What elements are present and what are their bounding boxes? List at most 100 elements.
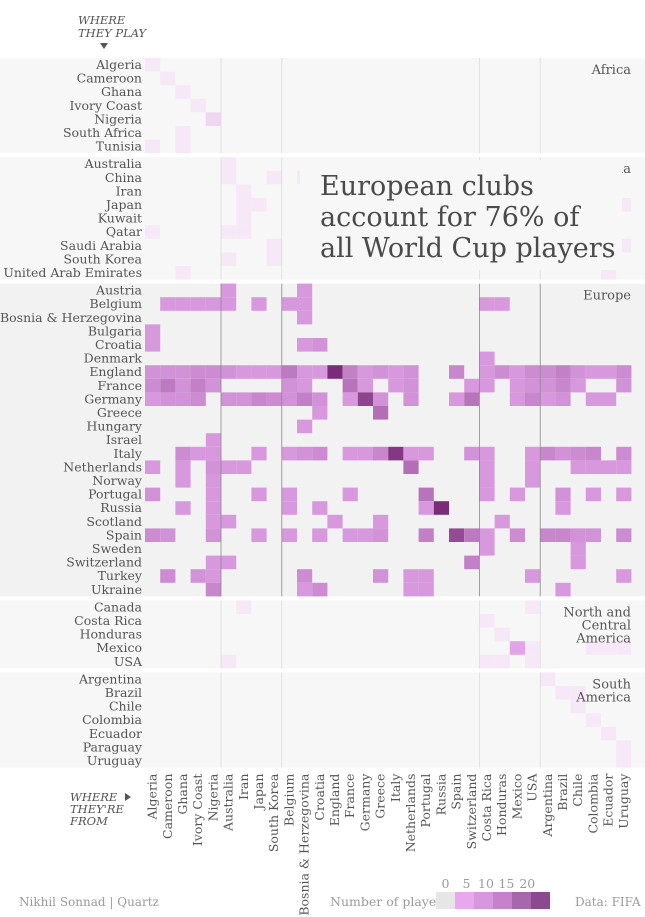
- row-label-honduras: Honduras: [80, 627, 142, 642]
- cell-france-switzerland: [464, 378, 480, 393]
- row-label-colombia: Colombia: [82, 712, 142, 727]
- cell-portugal-algeria: [145, 487, 161, 502]
- cell-spain-switzerland: [464, 528, 480, 542]
- cell-netherlands-nigeria: [205, 460, 221, 474]
- cell-belgium-ivory-coast: [190, 297, 206, 311]
- legend: Number of players 0 5 10 15 20: [330, 876, 550, 909]
- cell-colombia-colombia: [585, 713, 601, 727]
- cell-france-bosnia-and-herzegovina: [297, 378, 313, 393]
- cell-ukraine-netherlands: [403, 582, 419, 597]
- column-label-croatia: Croatia: [312, 773, 327, 821]
- row-label-sweden: Sweden: [92, 541, 142, 556]
- cell-italy-japan: [251, 446, 267, 461]
- cell-croatia-bosnia-and-herzegovina: [297, 338, 313, 352]
- cell-england-croatia: [312, 365, 328, 379]
- legend-tick-label: 10: [478, 876, 494, 891]
- legend-swatch: [455, 892, 474, 909]
- cell-spain-algeria: [145, 528, 161, 542]
- column-label-ecuador: Ecuador: [601, 774, 616, 827]
- cell-england-germany: [357, 365, 373, 379]
- cell-england-france: [342, 365, 358, 379]
- cell-portugal-portugal: [418, 487, 434, 502]
- cell-spain-costa-rica: [479, 528, 495, 542]
- cell-croatia-croatia: [312, 338, 328, 352]
- cell-japan-japan: [251, 198, 267, 212]
- cell-spain-germany: [357, 528, 373, 542]
- cell-portugal-japan: [251, 487, 267, 502]
- cell-portugal-mexico: [509, 487, 525, 502]
- cell-italy-chile: [570, 446, 586, 461]
- cell-qatar-australia: [221, 225, 237, 239]
- row-label-ukraine: Ukraine: [91, 582, 142, 597]
- column-label-bosnia-and-herzegovina: Bosnia & Herzegovina: [297, 773, 312, 916]
- cell-france-usa: [525, 378, 541, 393]
- cell-usa-honduras: [494, 654, 510, 669]
- cell-belgium-belgium: [281, 297, 297, 311]
- cell-spain-colombia: [585, 528, 601, 542]
- row-label-iran: Iran: [116, 183, 142, 198]
- legend-tick-label: 5: [463, 876, 471, 891]
- row-label-usa: USA: [114, 654, 143, 669]
- cell-portugal-brazil: [555, 487, 571, 502]
- cell-switzerland-switzerland: [464, 555, 480, 570]
- cell-spain-belgium: [281, 528, 297, 542]
- cell-spain-cameroon: [160, 528, 176, 542]
- title-plate: [300, 160, 622, 270]
- cell-switzerland-chile: [570, 555, 586, 570]
- y-axis-heading-line-1: WHERE: [78, 13, 126, 27]
- cell-england-spain: [449, 365, 465, 379]
- cell-russia-nigeria: [205, 501, 221, 515]
- row-label-bosnia-and-herzegovina: Bosnia & Herzegovina: [0, 310, 143, 325]
- cell-brazil-chile: [570, 686, 586, 700]
- heatmap-cells: [145, 58, 632, 768]
- row-label-nigeria: Nigeria: [94, 111, 142, 126]
- cell-italy-costa-rica: [479, 446, 495, 461]
- cell-uruguay-uruguay: [616, 754, 632, 768]
- row-label-netherlands: Netherlands: [63, 459, 142, 474]
- column-label-italy: Italy: [388, 773, 403, 802]
- cell-germany-croatia: [312, 392, 328, 406]
- cell-canada-iran: [236, 600, 252, 614]
- column-label-algeria: Algeria: [145, 773, 160, 820]
- cell-norway-usa: [525, 474, 541, 488]
- cell-turkey-nigeria: [205, 569, 221, 583]
- cell-italy-uruguay: [616, 446, 632, 461]
- cell-bosnia-and-herzegovina-bosnia-and-herzegovina: [297, 310, 313, 325]
- cell-belgium-cameroon: [160, 297, 176, 311]
- cell-hungary-bosnia-and-herzegovina: [297, 419, 313, 434]
- cell-turkey-ivory-coast: [190, 569, 206, 583]
- column-label-costa-rica: Costa Rica: [479, 773, 494, 841]
- cell-netherlands-netherlands: [403, 460, 419, 474]
- cell-england-honduras: [494, 365, 510, 379]
- cell-spain-greece: [373, 528, 389, 542]
- cell-south-korea-south-korea: [266, 252, 282, 266]
- chart-title: European clubs account for 76% of all Worl…: [320, 171, 615, 264]
- cell-tunisia-algeria: [145, 139, 161, 154]
- row-label-ivory-coast: Ivory Coast: [69, 98, 142, 113]
- cell-russia-russia: [433, 501, 449, 515]
- column-label-mexico: Mexico: [509, 774, 524, 820]
- row-label-algeria: Algeria: [95, 57, 142, 72]
- cell-england-south-korea: [266, 365, 282, 379]
- cell-germany-mexico: [509, 392, 525, 406]
- row-label-chile: Chile: [109, 699, 142, 714]
- column-label-nigeria: Nigeria: [205, 773, 220, 821]
- column-label-france: France: [342, 774, 357, 819]
- cell-italy-italy: [388, 446, 404, 461]
- cell-england-japan: [251, 365, 267, 379]
- column-label-japan: Japan: [251, 774, 266, 812]
- column-label-ivory-coast: Ivory Coast: [190, 774, 205, 847]
- cell-france-chile: [570, 378, 586, 393]
- region-band-south-america: [0, 672, 645, 768]
- cell-brazil-brazil: [555, 686, 571, 700]
- cell-mexico-ecuador: [601, 641, 617, 655]
- column-label-germany: Germany: [357, 773, 372, 832]
- cell-scotland-nigeria: [205, 514, 221, 529]
- column-label-belgium: Belgium: [281, 773, 296, 826]
- column-label-ghana: Ghana: [175, 773, 190, 815]
- cell-france-algeria: [145, 378, 161, 393]
- cell-england-brazil: [555, 365, 571, 379]
- column-label-russia: Russia: [433, 773, 448, 815]
- cell-russia-croatia: [312, 501, 328, 515]
- row-label-australia: Australia: [84, 156, 143, 171]
